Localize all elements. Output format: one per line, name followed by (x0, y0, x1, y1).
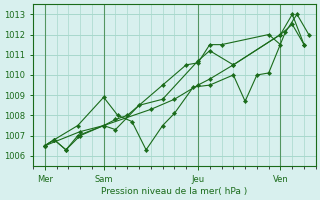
X-axis label: Pression niveau de la mer( hPa ): Pression niveau de la mer( hPa ) (101, 187, 247, 196)
